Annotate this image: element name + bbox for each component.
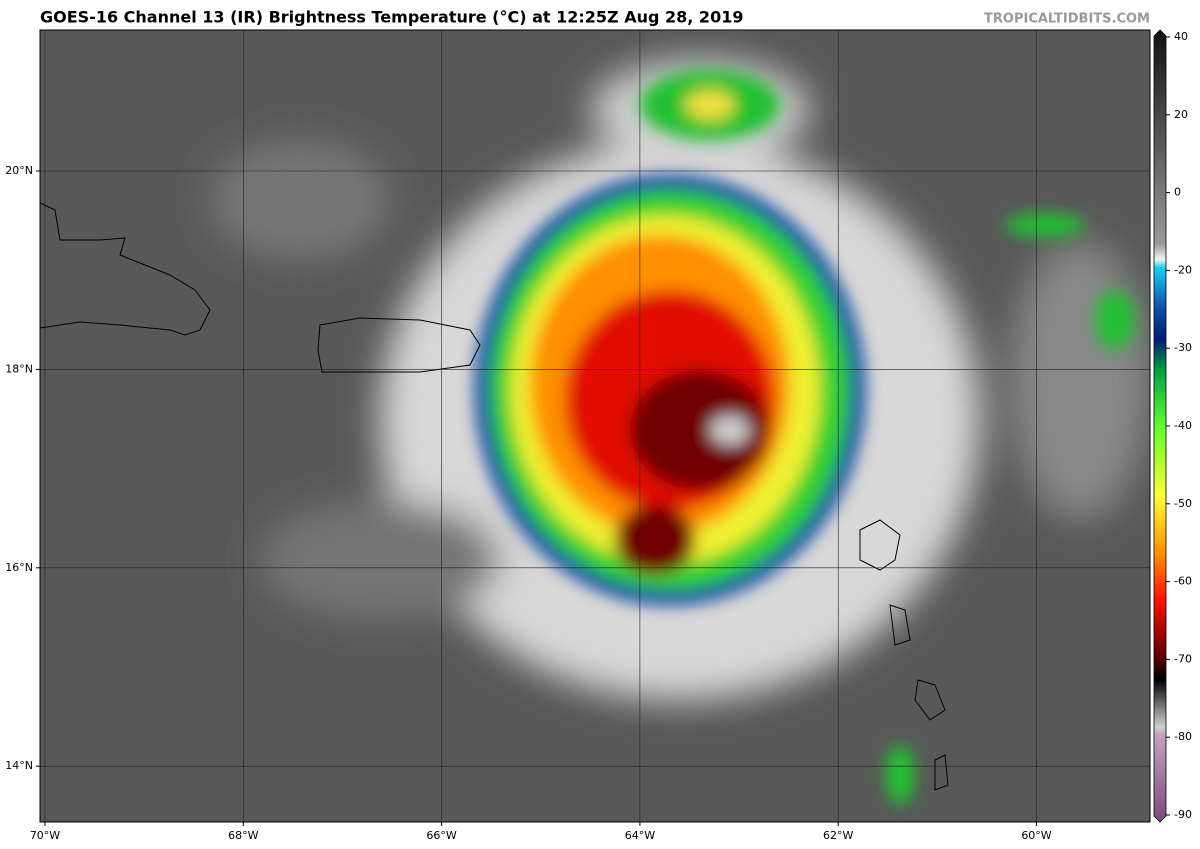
- lat-label: 20°N: [5, 164, 33, 177]
- colorbar: [1153, 29, 1167, 823]
- colorbar-label: -40: [1174, 419, 1192, 432]
- title: GOES-16 Channel 13 (IR) Brightness Tempe…: [40, 8, 743, 27]
- colorbar-label: -30: [1174, 341, 1192, 354]
- coastlines: [40, 202, 949, 791]
- colorbar-label: -80: [1174, 730, 1192, 743]
- colorbar-label: 40: [1174, 30, 1188, 43]
- colorbar-label: 0: [1174, 186, 1181, 199]
- labels: 20°N 18°N 16°N 14°N 70°W 68°W 66°W 64°W 62°W 60°W…: [5, 30, 1192, 842]
- colorbar-label: -60: [1174, 575, 1192, 588]
- map-frame: [39, 29, 1151, 823]
- storm: [475, 70, 1135, 805]
- lat-label: 14°N: [5, 759, 33, 772]
- lon-label: 70°W: [30, 829, 60, 842]
- lat-label: 18°N: [5, 362, 33, 375]
- colorbar-label: -90: [1174, 808, 1192, 821]
- map: [40, 30, 1150, 822]
- lon-label: 68°W: [228, 829, 258, 842]
- lat-label: 16°N: [5, 561, 33, 574]
- site-name: TROPICALTIDBITS.COM: [984, 12, 1150, 27]
- graticule: [40, 30, 1150, 822]
- lon-label: 64°W: [625, 829, 655, 842]
- lon-label: 60°W: [1021, 829, 1051, 842]
- colorbar-label: -20: [1174, 263, 1192, 276]
- colorbar-label: -70: [1174, 652, 1192, 665]
- colorbar-label: -50: [1174, 497, 1192, 510]
- lon-label: 66°W: [426, 829, 456, 842]
- colorbar-label: 20: [1174, 108, 1188, 121]
- lon-label: 62°W: [823, 829, 853, 842]
